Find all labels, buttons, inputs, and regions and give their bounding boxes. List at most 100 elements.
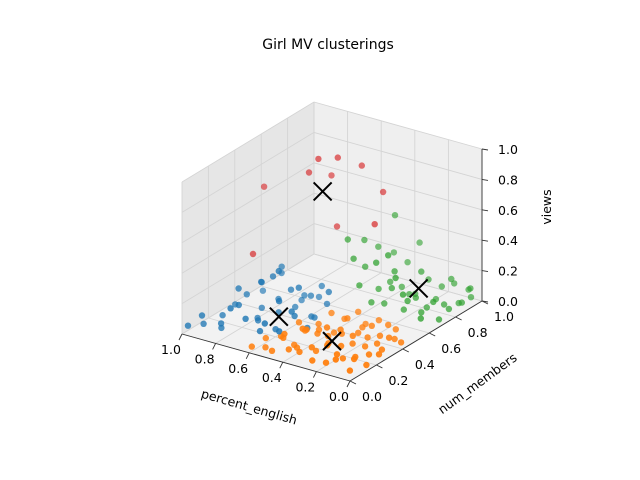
data-point-cluster-1 (295, 319, 303, 326)
z-tick-label: 0.4 (498, 233, 518, 248)
data-point-cluster-1 (376, 332, 384, 339)
data-point-cluster-0 (269, 273, 277, 280)
data-point-cluster-1 (385, 334, 393, 341)
data-point-cluster-1 (368, 322, 375, 329)
data-point-cluster-2 (375, 243, 382, 250)
data-point-cluster-2 (398, 283, 405, 290)
y-axis-label: num_members (435, 350, 520, 417)
data-point-cluster-0 (242, 315, 249, 322)
data-point-cluster-1 (364, 334, 371, 341)
data-point-cluster-1 (309, 357, 316, 364)
z-tick-label: 1.0 (498, 142, 518, 157)
data-point-cluster-1 (322, 359, 330, 366)
x-tick-label: 0.4 (262, 370, 282, 385)
x-tick (178, 333, 183, 341)
data-point-cluster-1 (355, 329, 362, 336)
data-point-cluster-2 (438, 283, 445, 290)
data-point-cluster-3 (249, 250, 257, 258)
y-tick-label: 0.2 (388, 373, 408, 388)
side-pane (182, 102, 314, 334)
z-axis-label: views (539, 189, 554, 224)
z-tick (481, 209, 489, 212)
data-point-cluster-0 (261, 320, 268, 327)
axis-panes (182, 102, 482, 381)
x-axis-line (181, 333, 351, 382)
data-point-cluster-1 (385, 321, 392, 329)
data-point-cluster-0 (275, 267, 282, 275)
grid-line (261, 285, 430, 334)
data-point-cluster-3 (334, 154, 341, 161)
data-point-cluster-2 (416, 239, 423, 246)
data-point-cluster-1 (262, 334, 269, 342)
x-tick-label: 0.2 (295, 380, 315, 395)
data-point-cluster-1 (314, 330, 321, 337)
data-point-cluster-2 (391, 268, 398, 275)
data-point-cluster-1 (312, 347, 320, 355)
data-point-cluster-2 (435, 316, 443, 323)
data-point-cluster-2 (368, 299, 375, 306)
data-point-cluster-3 (333, 223, 341, 230)
data-point-cluster-2 (350, 255, 357, 262)
data-point-cluster-3 (371, 221, 378, 228)
data-point-cluster-0 (318, 282, 325, 290)
data-point-cluster-1 (349, 340, 356, 347)
data-point-cluster-1 (391, 335, 398, 343)
data-point-cluster-0 (298, 296, 305, 304)
z-tick-label: 0.8 (498, 172, 518, 187)
data-point-cluster-0 (287, 286, 295, 293)
data-point-cluster-0 (198, 312, 206, 319)
data-point-cluster-0 (200, 320, 207, 327)
data-point-cluster-1 (315, 320, 322, 328)
data-point-cluster-2 (375, 285, 382, 293)
data-point-cluster-1 (375, 317, 383, 324)
data-point-cluster-0 (311, 314, 318, 321)
data-point-cluster-2 (381, 300, 388, 307)
data-point-cluster-0 (292, 303, 299, 311)
data-point-cluster-2 (417, 315, 424, 322)
data-point-cluster-1 (330, 329, 338, 336)
data-point-cluster-2 (404, 259, 411, 266)
back-pane (314, 102, 482, 301)
data-point-cluster-1 (375, 351, 383, 358)
data-point-cluster-1 (262, 344, 269, 351)
grid-line (181, 101, 315, 183)
y-axis-line (349, 300, 483, 382)
data-point-cluster-1 (361, 343, 369, 350)
grid-line (181, 192, 315, 274)
data-point-cluster-0 (184, 322, 192, 329)
x-tick-label: 0.6 (228, 361, 248, 376)
data-point-cluster-2 (388, 284, 395, 292)
data-point-cluster-1 (365, 351, 373, 358)
data-point-cluster-3 (315, 155, 322, 163)
data-point-cluster-2 (399, 291, 407, 298)
axis-ticks: 1.00.80.60.40.20.0 0.00.20.40.60.81.00.00… (161, 142, 518, 404)
floor-pane (182, 254, 482, 381)
data-point-cluster-2 (392, 274, 399, 282)
data-point-cluster-2 (418, 268, 425, 275)
data-point-cluster-2 (391, 212, 399, 219)
data-point-cluster-2 (362, 263, 369, 270)
chart-title: Girl MV clusterings (262, 37, 394, 53)
data-point-cluster-2 (387, 278, 394, 285)
x-tick (245, 352, 250, 360)
x-tick (279, 361, 284, 369)
data-point-cluster-1 (349, 332, 356, 339)
data-point-cluster-2 (440, 301, 448, 308)
data-point-cluster-2 (390, 249, 398, 256)
data-point-cluster-0 (227, 305, 234, 312)
data-point-cluster-0 (276, 328, 283, 335)
x-tick-label: 0.8 (195, 351, 215, 366)
data-point-cluster-1 (344, 315, 351, 322)
data-point-cluster-3 (305, 169, 313, 176)
grid-line (181, 223, 315, 304)
y-tick (455, 316, 462, 321)
centroid-markers (269, 181, 429, 351)
data-point-cluster-2 (423, 304, 430, 311)
y-tick (376, 364, 383, 369)
data-point-cluster-2 (356, 282, 363, 289)
data-point-cluster-0 (323, 300, 331, 308)
data-point-cluster-2 (361, 236, 368, 244)
x-tick (346, 380, 351, 388)
data-point-cluster-1 (397, 339, 405, 346)
